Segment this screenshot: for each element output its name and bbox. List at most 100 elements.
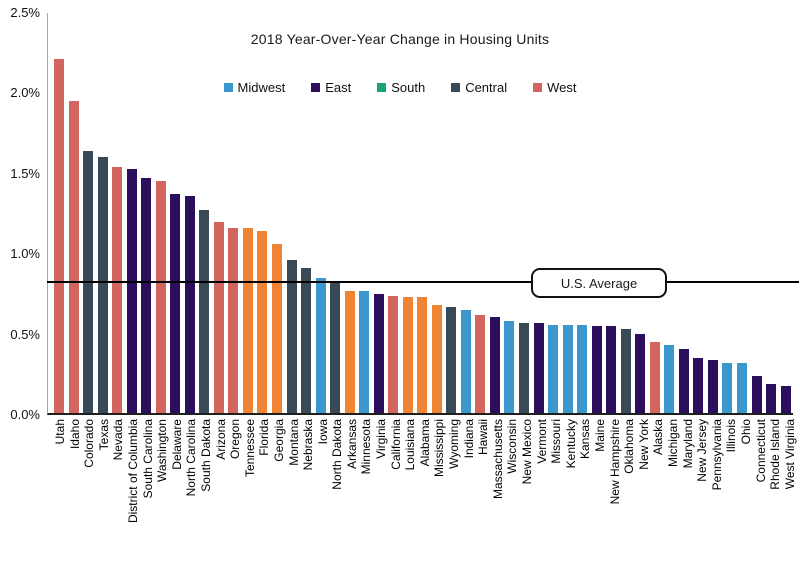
- x-label-col-rhode-island: Rhode Island: [768, 419, 782, 579]
- bars-container: [54, 13, 791, 413]
- bar-arizona: [213, 222, 224, 413]
- x-label-minnesota: Minnesota: [359, 419, 374, 475]
- x-label-col-ohio: Ohio: [739, 419, 753, 579]
- x-label-colorado: Colorado: [82, 419, 97, 468]
- x-label-col-maryland: Maryland: [681, 419, 695, 579]
- legend-label-west: West: [547, 80, 577, 95]
- x-label-col-illinois: Illinois: [724, 419, 738, 579]
- bar-alaska: [649, 342, 660, 413]
- x-label-west-virginia: West Virginia: [782, 419, 797, 490]
- x-label-col-new-mexico: New Mexico: [520, 419, 534, 579]
- x-label-col-pennsylvania: Pennsylvania: [710, 419, 724, 579]
- legend-item-east: East: [311, 80, 351, 95]
- bar-massachusetts: [489, 317, 500, 413]
- bar-georgia: [271, 244, 282, 413]
- bar-ohio: [736, 363, 747, 413]
- bar-column-georgia: [271, 13, 282, 413]
- bar-column-new-jersey: [693, 13, 704, 413]
- bar-column-delaware: [170, 13, 181, 413]
- x-label-mississippi: Mississippi: [432, 419, 447, 478]
- x-label-north-dakota: North Dakota: [330, 419, 345, 490]
- x-label-col-washington: Washington: [155, 419, 169, 579]
- x-label-col-california: California: [389, 419, 403, 579]
- x-label-michigan: Michigan: [665, 419, 680, 468]
- bar-column-kansas: [577, 13, 588, 413]
- bar-pennsylvania: [707, 360, 718, 413]
- bar-column-washington: [155, 13, 166, 413]
- x-label-col-georgia: Georgia: [272, 419, 286, 579]
- x-label-oregon: Oregon: [228, 419, 243, 460]
- bar-virginia: [373, 294, 384, 413]
- x-label-district-of-columbia: District of Columbia: [125, 419, 140, 524]
- x-label-pennsylvania: Pennsylvania: [709, 419, 724, 491]
- us-average-label-box: U.S. Average: [531, 268, 667, 298]
- x-label-arkansas: Arkansas: [344, 419, 359, 470]
- bar-column-maryland: [678, 13, 689, 413]
- us-average-label: U.S. Average: [560, 275, 638, 291]
- x-label-georgia: Georgia: [271, 419, 286, 462]
- legend: Midwest East South Central West: [0, 80, 800, 95]
- bar-west-virginia: [780, 386, 791, 413]
- x-label-col-arizona: Arizona: [214, 419, 228, 579]
- x-label-col-montana: Montana: [287, 419, 301, 579]
- x-label-arizona: Arizona: [213, 419, 228, 460]
- x-label-col-missouri: Missouri: [549, 419, 563, 579]
- bar-illinois: [722, 363, 733, 413]
- y-tick-label-10: 1.0%: [10, 246, 40, 262]
- bar-column-alabama: [417, 13, 428, 413]
- y-tick-label-20: 2.0%: [10, 85, 40, 101]
- x-label-new-york: New York: [636, 419, 651, 470]
- bar-column-north-carolina: [184, 13, 195, 413]
- x-label-texas: Texas: [96, 419, 111, 451]
- x-label-iowa: Iowa: [315, 419, 330, 445]
- bar-column-california: [388, 13, 399, 413]
- x-label-rhode-island: Rhode Island: [768, 419, 783, 490]
- x-label-col-new-jersey: New Jersey: [695, 419, 709, 579]
- x-label-col-north-carolina: North Carolina: [184, 419, 198, 579]
- bar-iowa: [315, 278, 326, 413]
- bar-column-oregon: [228, 13, 239, 413]
- bar-maryland: [678, 349, 689, 413]
- bar-delaware: [170, 194, 181, 413]
- bar-new-hampshire: [606, 326, 617, 413]
- bar-column-minnesota: [359, 13, 370, 413]
- bar-column-new-mexico: [519, 13, 529, 413]
- x-label-col-massachusetts: Massachusetts: [491, 419, 505, 579]
- bar-column-new-hampshire: [606, 13, 617, 413]
- bar-south-dakota: [199, 210, 210, 413]
- x-label-col-connecticut: Connecticut: [754, 419, 768, 579]
- x-label-col-delaware: Delaware: [170, 419, 184, 579]
- legend-swatch-west-icon: [533, 83, 543, 92]
- x-label-col-north-dakota: North Dakota: [330, 419, 344, 579]
- bar-district-of-columbia: [126, 169, 137, 413]
- x-label-california: California: [388, 419, 403, 470]
- bar-louisiana: [402, 297, 413, 413]
- legend-item-south: South: [377, 80, 425, 95]
- plot-area: U.S. Average: [47, 13, 799, 415]
- legend-label-east: East: [325, 80, 352, 95]
- bar-utah: [54, 59, 64, 413]
- bar-column-wisconsin: [504, 13, 515, 413]
- x-label-montana: Montana: [286, 419, 301, 466]
- x-label-col-alabama: Alabama: [418, 419, 432, 579]
- bar-new-york: [635, 334, 646, 413]
- x-label-washington: Washington: [155, 419, 170, 482]
- x-label-wyoming: Wyoming: [447, 419, 462, 469]
- bar-minnesota: [359, 291, 370, 413]
- chart-title: 2018 Year-Over-Year Change in Housing Un…: [250, 31, 550, 47]
- bar-column-montana: [286, 13, 297, 413]
- bar-texas: [97, 157, 108, 413]
- bar-column-vermont: [533, 13, 544, 413]
- x-label-louisiana: Louisiana: [403, 419, 418, 471]
- x-label-hawaii: Hawaii: [476, 419, 491, 456]
- y-tick-label-25: 2.5%: [10, 5, 40, 20]
- bar-column-south-dakota: [199, 13, 210, 413]
- x-label-ohio: Ohio: [738, 419, 753, 445]
- bar-column-nevada: [112, 13, 123, 413]
- bar-column-virginia: [373, 13, 384, 413]
- bar-column-tennessee: [242, 13, 253, 413]
- legend-item-midwest: Midwest: [223, 80, 285, 95]
- x-label-col-mississippi: Mississippi: [432, 419, 446, 579]
- bar-indiana: [460, 310, 471, 413]
